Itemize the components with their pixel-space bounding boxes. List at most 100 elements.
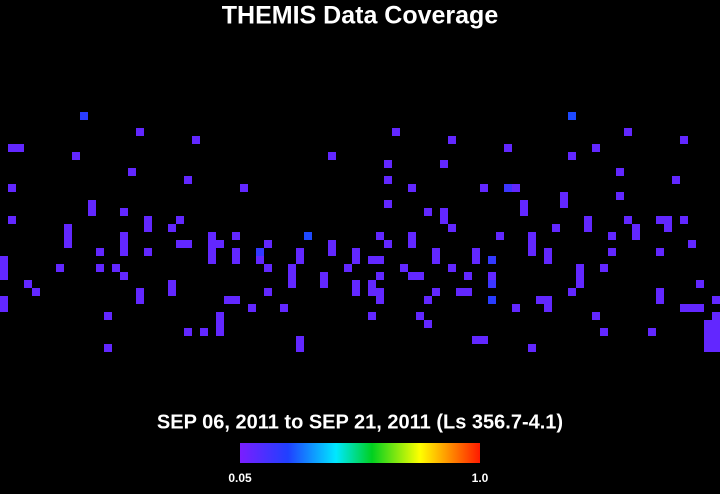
coverage-cell [656,296,664,304]
coverage-cell [704,320,712,328]
coverage-cell [704,328,712,336]
coverage-cell [440,216,448,224]
coverage-cell [544,296,552,304]
coverage-cell [384,240,392,248]
coverage-cell [704,336,712,344]
coverage-cell [248,304,256,312]
coverage-cell [592,312,600,320]
coverage-cell [520,200,528,208]
coverage-cell [32,288,40,296]
coverage-cell [712,336,720,344]
coverage-cell [480,336,488,344]
coverage-cell [120,232,128,240]
coverage-cell [616,168,624,176]
coverage-cell [24,280,32,288]
coverage-cell [168,280,176,288]
coverage-cell [304,232,312,240]
coverage-cell [712,312,720,320]
coverage-cell [544,248,552,256]
coverage-cell [216,328,224,336]
coverage-cell [376,232,384,240]
coverage-cell [528,344,536,352]
coverage-cell [72,152,80,160]
coverage-cell [376,288,384,296]
coverage-cell [136,128,144,136]
coverage-cell [104,344,112,352]
coverage-cell [568,112,576,120]
coverage-cell [216,312,224,320]
coverage-cell [464,272,472,280]
coverage-cell [488,296,496,304]
coverage-cell [424,208,432,216]
coverage-cell [440,208,448,216]
coverage-cell [440,160,448,168]
coverage-cell [584,216,592,224]
coverage-cell [344,264,352,272]
coverage-cell [88,208,96,216]
coverage-cell [96,264,104,272]
coverage-cell [208,256,216,264]
coverage-cell [64,240,72,248]
coverage-cell [352,248,360,256]
subtitle: SEP 06, 2011 to SEP 21, 2011 (Ls 356.7-4… [157,411,563,433]
coverage-cell [208,248,216,256]
coverage-cell [536,296,544,304]
coverage-cell [256,248,264,256]
coverage-cell [216,240,224,248]
coverage-cell [592,144,600,152]
coverage-cell [320,280,328,288]
coverage-cell [144,224,152,232]
coverage-cell [408,232,416,240]
coverage-cell [120,240,128,248]
coverage-cell [600,264,608,272]
coverage-cell [8,144,16,152]
coverage-cell [280,304,288,312]
coverage-cell [408,240,416,248]
coverage-cell [320,272,328,280]
coverage-cell [368,280,376,288]
coverage-cell [384,200,392,208]
coverage-cell [576,280,584,288]
coverage-cell [680,136,688,144]
coverage-cell [472,256,480,264]
coverage-cell [288,264,296,272]
coverage-cell [120,248,128,256]
coverage-cell [680,216,688,224]
coverage-cell [144,216,152,224]
coverage-cell [696,304,704,312]
coverage-cell [560,192,568,200]
coverage-cell [472,336,480,344]
coverage-cell [712,296,720,304]
coverage-cell [232,296,240,304]
coverage-cell [384,160,392,168]
coverage-cell [104,312,112,320]
coverage-cell [328,152,336,160]
coverage-cell [120,208,128,216]
coverage-cell [520,208,528,216]
coverage-cell [368,312,376,320]
coverage-cell [632,232,640,240]
coverage-cell [368,256,376,264]
coverage-cell [0,304,8,312]
coverage-cell [136,288,144,296]
coverage-cell [688,240,696,248]
coverage-cell [576,264,584,272]
coverage-cell [624,128,632,136]
coverage-cell [80,112,88,120]
coverage-cell [224,296,232,304]
coverage-cells [0,112,720,352]
coverage-cell [568,288,576,296]
coverage-cell [480,184,488,192]
coverage-cell [600,328,608,336]
coverage-cell [448,264,456,272]
coverage-cell [376,256,384,264]
coverage-cell [632,224,640,232]
coverage-cell [368,288,376,296]
coverage-cell [0,296,8,304]
coverage-cell [504,144,512,152]
coverage-cell [352,280,360,288]
coverage-cell [712,320,720,328]
coverage-cell [232,256,240,264]
coverage-cell [232,248,240,256]
